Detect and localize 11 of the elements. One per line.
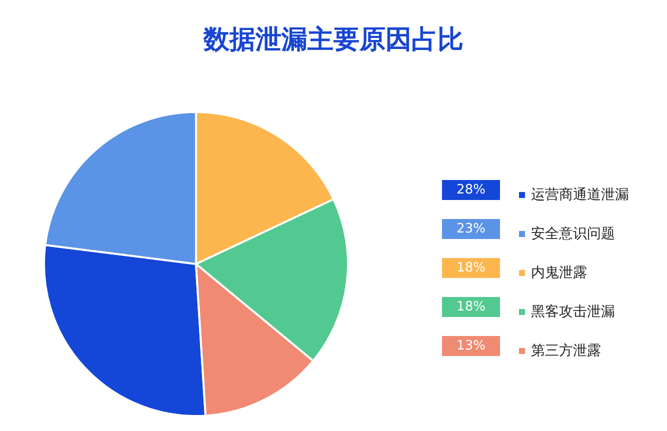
chart-title: 数据泄漏主要原因占比 (202, 25, 464, 55)
legend-label: 安全意识问题 (531, 226, 615, 242)
data-label: 18% (456, 260, 486, 276)
legend-label: 运营商通道泄漏 (531, 187, 629, 203)
data-label: 28% (456, 182, 486, 198)
legend-label: 第三方泄露 (531, 343, 601, 359)
data-label: 23% (456, 222, 486, 236)
data-label: 18% (456, 300, 486, 314)
legend-label: 内鬼泄露 (531, 265, 587, 281)
data-label: 13% (456, 338, 486, 354)
legend-label: 黑客攻击泄漏 (531, 304, 615, 320)
